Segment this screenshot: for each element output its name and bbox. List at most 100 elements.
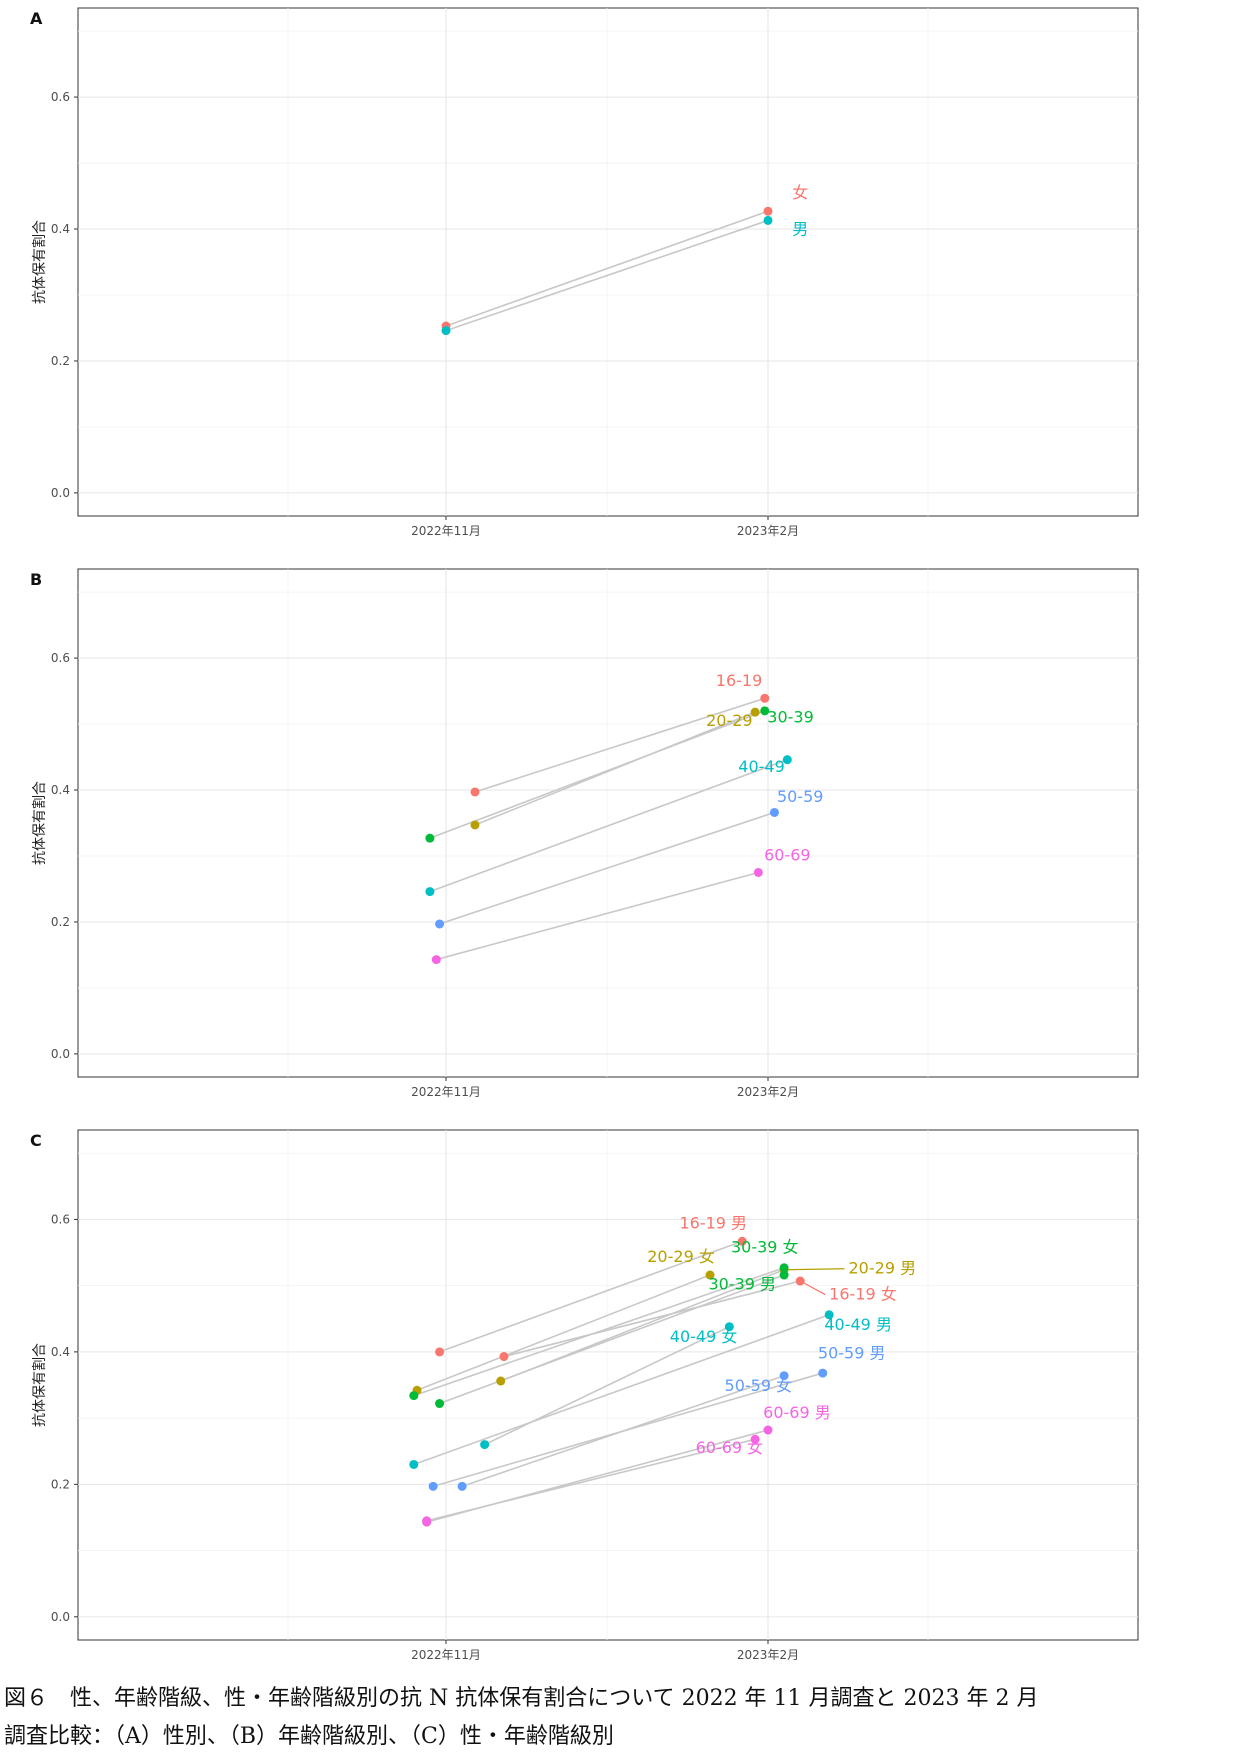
data-point [750,707,760,717]
data-point [435,1399,445,1409]
data-point [763,206,773,216]
series-label: 20-29 [706,711,753,730]
data-point [441,326,451,336]
x-tick-label: 2023年2月 [737,524,799,538]
y-tick-label: 0.0 [51,1047,70,1061]
data-point [499,1352,509,1362]
data-point [431,955,441,965]
data-point [422,1516,432,1526]
chart-panel-b: 0.0 0.2 0.4 0.6 2022年11月 2023年2月 B 抗体保有割合 16-19 2… [30,568,1139,1099]
data-point [457,1481,467,1491]
data-point [750,1434,760,1444]
y-tick-label: 0.6 [51,651,70,665]
data-point [760,706,770,716]
series-line [413,1314,830,1466]
x-tick-label: 2022年11月 [411,1648,481,1660]
series-label: 男 [792,219,808,238]
plot-frame [77,7,1139,517]
series-line [432,1372,823,1488]
series-label: 16-19 女 [829,1285,897,1304]
y-tick-label: 0.2 [51,1477,70,1491]
data-point [435,919,445,929]
panel-letter: A [30,9,43,28]
data-point [435,1347,445,1357]
y-tick-label: 0.0 [51,1610,70,1624]
series-label: 女 [792,183,808,202]
data-point [496,1376,506,1386]
data-point [753,867,763,877]
series-line [416,1274,711,1392]
data-point [763,215,773,225]
y-tick-label: 0.4 [51,1345,70,1359]
x-tick-label: 2022年11月 [411,524,481,538]
data-point [769,807,779,817]
y-tick-label: 0.6 [51,1212,70,1226]
data-point [818,1368,828,1378]
series-label: 50-59 [777,787,824,806]
data-point [760,693,770,703]
chart-panel-c: 0.0 0.2 0.4 0.6 2022年11月 2023年2月 C 抗体保有割合 16-19 … [30,1129,1139,1660]
y-tick-label: 0.6 [51,90,70,104]
figure-caption-line-2: 調査比較：（A）性別、（B）年齢階級別、（C）性・年齢階級別 [4,1724,614,1749]
series-label: 30-39 男 [708,1275,776,1294]
series-line [445,219,769,332]
series-label: 40-49 [738,757,785,776]
y-tick-label: 0.0 [51,486,70,500]
y-axis-label: 抗体保有割合 [31,781,48,865]
plot-frame [77,568,1139,1078]
x-tick-label: 2023年2月 [737,1648,799,1660]
series-line [429,758,788,893]
series-label: 30-39 女 [731,1238,799,1257]
data-point [409,1391,419,1401]
data-point [724,1322,734,1332]
series-label: 50-59 女 [725,1376,793,1395]
data-point [737,1236,747,1246]
data-point [470,787,480,797]
series-label: 16-19 [716,671,763,690]
data-point [824,1310,834,1320]
data-point [428,1481,438,1491]
series-label: 60-69 男 [763,1403,831,1422]
y-tick-label: 0.2 [51,354,70,368]
series-line [439,1240,743,1353]
y-axis-label: 抗体保有割合 [31,1343,48,1427]
series-label: 20-29 男 [849,1259,917,1278]
panel-letter: C [30,1131,42,1150]
series-line [445,210,769,327]
data-point [705,1270,715,1280]
y-tick-label: 0.4 [51,783,70,797]
series-label: 40-49 男 [824,1315,892,1334]
data-point [782,755,792,765]
label-leader-line [784,1268,845,1271]
series-line [474,697,766,793]
series-line [436,871,759,961]
data-point [779,1371,789,1381]
data-point [480,1440,490,1450]
series-label: 60-69 女 [696,1438,764,1457]
figure-caption-line-1: 図６ 性、年齢階級、性・年齢階級別の抗 N 抗体保有割合について 2022 年 … [4,1686,1039,1711]
series-label: 60-69 [764,846,811,865]
series-line [503,1280,801,1358]
series-label: 20-29 女 [647,1247,715,1266]
label-leader-line [799,1280,826,1296]
series-line [426,1438,756,1522]
y-axis-label: 抗体保有割合 [31,220,48,304]
chart-panel-a: 0.0 0.2 0.4 0.6 2022年11月 2023年2月 A 抗体保有割合 女男 [30,7,1139,538]
x-tick-label: 2023年2月 [737,1085,799,1099]
y-tick-label: 0.2 [51,915,70,929]
series-label: 30-39 [767,708,814,727]
data-point [425,833,435,843]
data-point [409,1459,419,1469]
panel-letter: B [30,570,42,589]
data-point [779,1263,789,1273]
x-tick-label: 2022年11月 [411,1085,481,1099]
data-point [470,820,480,830]
data-point [425,887,435,897]
series-line [439,811,775,925]
series-line [413,1267,785,1397]
series-label: 40-49 女 [670,1327,738,1346]
series-label: 16-19 男 [679,1214,747,1233]
series-label: 50-59 男 [818,1344,886,1363]
series-line [429,710,766,839]
data-point [779,1270,789,1280]
